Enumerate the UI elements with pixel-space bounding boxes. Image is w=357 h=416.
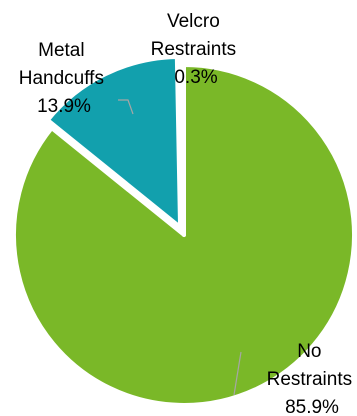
leader-line-metal-handcuffs [118,99,134,115]
slice-labels: No Restraints 85.9% Metal Handcuffs 13.9… [19,11,357,416]
slice-label-metal-handcuffs: Metal Handcuffs 13.9% [19,40,109,117]
leader-line-no-restraints [233,351,242,396]
leader-lines [118,99,242,396]
pie-slice-velcro-restraints [178,62,186,237]
pie-slice-metal-handcuffs [45,54,183,229]
pie-slices [12,54,356,407]
slice-label-no-restraints: No Restraints 85.9% [267,341,357,416]
slice-label-velcro-restraints: Velcro Restraints 0.3% [151,11,242,88]
